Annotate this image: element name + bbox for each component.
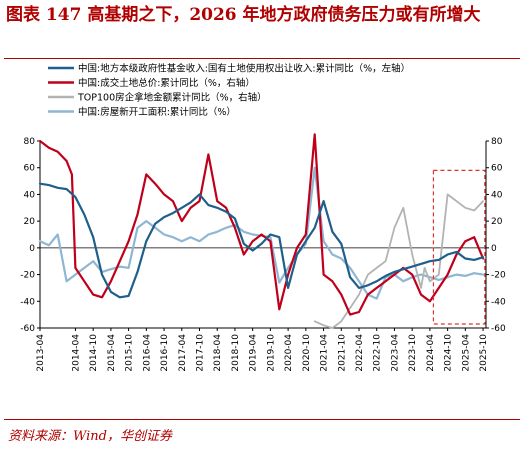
legend-label-0: 中国:地方本级政府性基金收入:国有土地使用权出让收入:累计同比（%，左轴） [78,63,410,75]
series-line-2 [313,193,485,329]
x-tick-label: 2025-10 [479,334,489,372]
x-tick-label: 2022-04 [355,334,365,372]
x-tick-label: 2015-04 [107,334,117,372]
series-line-3 [38,166,485,300]
chart-legend: 中国:地方本级政府性基金收入:国有土地使用权出让收入:累计同比（%，左轴） 中国:… [48,63,410,118]
x-tick-label: 2014-04 [71,334,81,372]
y-right-tick-label: -20 [491,271,506,281]
x-tick-label: 2020-04 [284,334,294,372]
y-right-tick-label: 40 [491,190,503,200]
x-tick-label: 2018-10 [231,334,241,372]
y-left-tick-label: -60 [20,324,35,334]
x-tick-label: 2016-10 [160,334,170,372]
figure-title: 图表 147 高基期之下，2026 年地方政府债务压力或有所增大 [6,5,481,25]
x-tick-label: 2024-10 [444,334,454,372]
x-tick-label: 2017-10 [196,334,206,372]
chart-plot-area [38,133,486,329]
x-tick-label: 2018-04 [213,334,223,372]
y-left-tick-label: -20 [20,271,35,281]
y-right-tick-label: -60 [491,324,506,334]
x-tick-label: 2025-04 [461,334,471,372]
chart-axes: -60 -60 -40 -40 -20 -20 0 0 20 20 40 40 60 60 80 80 2013… [20,137,506,372]
source-rule [4,419,520,420]
y-left-tick-label: 0 [29,244,35,254]
y-right-tick-label: -40 [491,297,506,307]
y-left-tick-label: 20 [24,217,36,227]
legend-label-2: TOP100房企拿地金额累计同比（%，右轴） [77,92,267,104]
x-tick-label: 2024-04 [426,334,436,372]
title-rule [4,58,520,59]
x-tick-label: 2020-10 [302,334,312,372]
y-right-tick-label: 20 [491,217,503,227]
x-tick-label: 2015-10 [125,334,135,372]
x-tick-label: 2017-04 [178,334,188,372]
x-tick-label: 2016-04 [142,334,152,372]
x-tick-label: 2019-10 [266,334,276,372]
x-tick-label: 2021-04 [320,334,330,372]
legend-label-1: 中国:成交土地总价:累计同比（%，右轴） [78,77,255,89]
y-left-tick-label: 60 [24,164,36,174]
highlight-box [432,169,486,325]
y-left-tick-label: 80 [24,137,36,147]
x-tick-label: 2014-10 [89,334,99,372]
line-chart: 中国:地方本级政府性基金收入:国有土地使用权出让收入:累计同比（%，左轴） 中国:… [20,63,506,372]
y-right-tick-label: 80 [491,137,503,147]
y-right-tick-label: 0 [491,244,497,254]
series-line-0 [38,182,485,299]
y-right-tick-label: 60 [491,164,503,174]
x-tick-label: 2022-10 [373,334,383,372]
x-tick-label: 2021-10 [337,334,347,372]
source-note: 资料来源：Wind，华创证券 [8,429,172,444]
legend-label-3: 中国:房屋新开工面积:累计同比（%） [78,106,236,118]
x-tick-label: 2013-04 [36,334,46,372]
y-left-tick-label: -40 [20,297,35,307]
y-left-tick-label: 40 [24,190,36,200]
x-tick-label: 2019-04 [249,334,259,372]
series-line-1 [38,133,485,316]
x-tick-label: 2023-04 [390,334,400,372]
x-tick-label: 2023-10 [408,334,418,372]
